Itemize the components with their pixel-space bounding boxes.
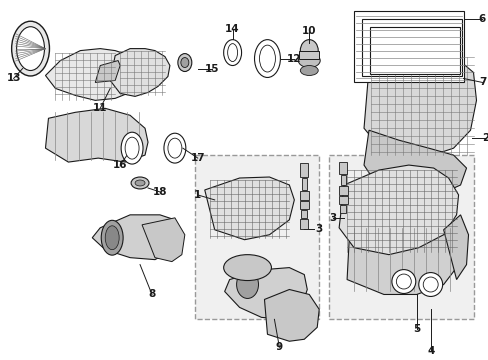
Polygon shape: [224, 267, 306, 319]
Ellipse shape: [121, 132, 143, 164]
Bar: [339, 186, 347, 195]
Polygon shape: [443, 215, 468, 279]
Polygon shape: [204, 177, 294, 240]
Ellipse shape: [223, 40, 241, 66]
Polygon shape: [45, 108, 148, 162]
Bar: [300, 163, 307, 177]
Text: 2: 2: [481, 133, 488, 143]
Polygon shape: [110, 49, 169, 96]
Ellipse shape: [236, 271, 258, 298]
Ellipse shape: [423, 277, 437, 292]
Bar: [299, 51, 319, 59]
Ellipse shape: [259, 45, 275, 72]
Ellipse shape: [418, 273, 442, 297]
Text: 7: 7: [478, 77, 485, 87]
Text: 15: 15: [204, 63, 219, 73]
Ellipse shape: [167, 138, 182, 158]
Text: 3: 3: [329, 213, 336, 223]
Polygon shape: [92, 215, 178, 260]
Ellipse shape: [163, 133, 185, 163]
Text: 12: 12: [286, 54, 301, 64]
Ellipse shape: [298, 54, 320, 68]
Bar: [194, 155, 319, 319]
Bar: [369, 27, 459, 75]
Polygon shape: [264, 289, 319, 341]
Ellipse shape: [178, 54, 191, 72]
Polygon shape: [45, 49, 145, 100]
Text: 6: 6: [478, 14, 485, 24]
Text: 14: 14: [225, 24, 240, 34]
Ellipse shape: [227, 44, 237, 62]
Bar: [300, 191, 308, 200]
Polygon shape: [95, 60, 120, 82]
Bar: [353, 11, 463, 82]
Polygon shape: [346, 222, 458, 294]
Ellipse shape: [17, 27, 44, 71]
Bar: [300, 219, 307, 229]
Text: 18: 18: [152, 187, 167, 197]
Ellipse shape: [300, 66, 318, 76]
Polygon shape: [339, 165, 458, 255]
Ellipse shape: [223, 255, 271, 280]
Bar: [300, 201, 308, 209]
Polygon shape: [142, 218, 184, 262]
Text: 8: 8: [148, 289, 155, 300]
Text: 11: 11: [93, 103, 107, 113]
Bar: [341, 175, 346, 185]
Bar: [340, 205, 346, 213]
Bar: [339, 196, 347, 204]
Text: 3: 3: [315, 224, 322, 234]
Text: 4: 4: [426, 346, 433, 356]
Text: 17: 17: [190, 153, 204, 163]
Bar: [301, 210, 306, 218]
Ellipse shape: [135, 180, 145, 186]
Ellipse shape: [396, 274, 410, 289]
Bar: [328, 155, 472, 319]
Ellipse shape: [125, 137, 139, 159]
Ellipse shape: [101, 220, 123, 255]
Ellipse shape: [181, 58, 188, 68]
Text: 9: 9: [275, 342, 283, 352]
Polygon shape: [363, 53, 475, 158]
Bar: [361, 19, 461, 76]
Ellipse shape: [254, 40, 280, 77]
Text: 5: 5: [412, 324, 420, 334]
Ellipse shape: [300, 40, 318, 62]
Bar: [339, 162, 346, 174]
Ellipse shape: [391, 270, 415, 293]
Ellipse shape: [12, 21, 49, 76]
Ellipse shape: [131, 177, 149, 189]
Text: 16: 16: [113, 160, 127, 170]
Ellipse shape: [105, 226, 119, 250]
Bar: [302, 178, 306, 190]
Text: 13: 13: [6, 73, 21, 84]
Polygon shape: [363, 130, 466, 198]
Text: 10: 10: [302, 26, 316, 36]
Text: 1: 1: [194, 190, 201, 200]
